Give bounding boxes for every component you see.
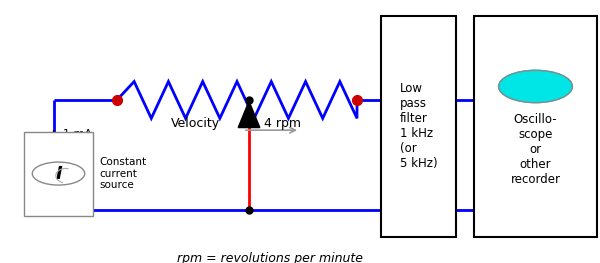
Text: 1 mA: 1 mA [63, 129, 92, 139]
Bar [474, 16, 597, 237]
Circle shape [32, 162, 85, 185]
Bar [381, 16, 456, 237]
Text: Oscillo-
scope
or
other
recorder: Oscillo- scope or other recorder [511, 113, 560, 186]
Text: rpm = revolutions per minute: rpm = revolutions per minute [177, 252, 363, 263]
Text: Velocity: Velocity [170, 117, 220, 130]
Circle shape [499, 70, 572, 103]
Bar [24, 132, 93, 216]
Text: 4 rpm: 4 rpm [264, 117, 301, 130]
Text: Low
pass
filter
1 kHz
(or
5 kHz): Low pass filter 1 kHz (or 5 kHz) [400, 82, 437, 170]
Text: I: I [55, 165, 62, 183]
Text: Constant
current
source: Constant current source [99, 157, 146, 190]
Polygon shape [238, 101, 260, 128]
